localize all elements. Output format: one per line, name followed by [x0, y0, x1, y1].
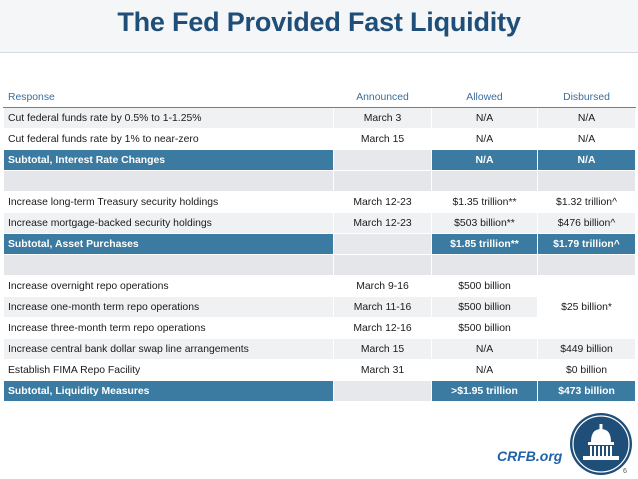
- allowed-cell: $503 billion**: [431, 212, 538, 234]
- subtotal-row: Subtotal, Asset Purchases $1.85 trillion…: [3, 233, 636, 255]
- allowed-cell: N/A: [431, 359, 538, 381]
- announced-cell: [333, 380, 432, 402]
- allowed-cell: N/A: [431, 107, 538, 129]
- allowed-cell: $500 billion: [431, 317, 538, 339]
- allowed-cell: $1.35 trillion**: [431, 191, 538, 213]
- allowed-cell: N/A: [431, 338, 538, 360]
- table-header-row: Response Announced Allowed Disbursed: [3, 86, 636, 108]
- announced-cell: [333, 233, 432, 255]
- table-row: Cut federal funds rate by 1% to near-zer…: [3, 128, 636, 150]
- disbursed-cell: $1.32 trillion^: [537, 191, 636, 213]
- announced-cell: March 9-16: [333, 275, 432, 297]
- allowed-cell: >$1.95 trillion: [431, 380, 538, 402]
- spacer-row: [3, 254, 636, 276]
- announced-cell: March 12-23: [333, 191, 432, 213]
- capitol-seal-icon: [570, 413, 632, 475]
- announced-cell: March 11-16: [333, 296, 432, 318]
- announced-cell: [333, 149, 432, 171]
- announced-cell: March 15: [333, 128, 432, 150]
- disbursed-cell: $1.79 trillion^: [537, 233, 636, 255]
- crfb-brand-link[interactable]: CRFB.org: [497, 448, 563, 464]
- response-cell: Cut federal funds rate by 0.5% to 1-1.25…: [3, 107, 334, 129]
- response-cell: Cut federal funds rate by 1% to near-zer…: [3, 128, 334, 150]
- disbursed-cell: $476 billion^: [537, 212, 636, 234]
- announced-cell: March 12-16: [333, 317, 432, 339]
- response-cell: Increase mortgage-backed security holdin…: [3, 212, 334, 234]
- announced-cell: March 31: [333, 359, 432, 381]
- response-cell: Increase overnight repo operations: [3, 275, 334, 297]
- response-cell: Increase one-month term repo operations: [3, 296, 334, 318]
- announced-cell: March 15: [333, 338, 432, 360]
- header-announced: Announced: [333, 86, 432, 108]
- slide-title: The Fed Provided Fast Liquidity: [117, 7, 521, 37]
- header-disbursed: Disbursed: [537, 86, 636, 108]
- disbursed-cell: $0 billion: [537, 359, 636, 381]
- table-row: Cut federal funds rate by 0.5% to 1-1.25…: [3, 107, 636, 129]
- disbursed-cell: $473 billion: [537, 380, 636, 402]
- table-row: Increase central bank dollar swap line a…: [3, 338, 636, 360]
- allowed-cell: $500 billion: [431, 296, 538, 318]
- disbursed-cell: N/A: [537, 149, 636, 171]
- subtotal-label: Subtotal, Asset Purchases: [3, 233, 334, 255]
- header-response: Response: [3, 86, 334, 108]
- response-cell: Increase central bank dollar swap line a…: [3, 338, 334, 360]
- response-cell: Increase long-term Treasury security hol…: [3, 191, 334, 213]
- table-row: Establish FIMA Repo Facility March 31 N/…: [3, 359, 636, 381]
- spacer-row: [3, 170, 636, 192]
- subtotal-label: Subtotal, Interest Rate Changes: [3, 149, 334, 171]
- table-row: Increase three-month term repo operation…: [3, 317, 636, 339]
- repo-disbursed-merged-cell: $25 billion*: [537, 275, 636, 339]
- disbursed-cell: N/A: [537, 107, 636, 129]
- header-allowed: Allowed: [431, 86, 538, 108]
- subtotal-label: Subtotal, Liquidity Measures: [3, 380, 334, 402]
- disbursed-cell: $449 billion: [537, 338, 636, 360]
- table-row: Increase long-term Treasury security hol…: [3, 191, 636, 213]
- announced-cell: March 12-23: [333, 212, 432, 234]
- page-number: 6: [623, 468, 627, 475]
- allowed-cell: N/A: [431, 149, 538, 171]
- subtotal-row: Subtotal, Liquidity Measures >$1.95 tril…: [3, 380, 636, 402]
- liquidity-table: Response Announced Allowed Disbursed Cut…: [3, 86, 636, 402]
- table-row: Increase overnight repo operations March…: [3, 275, 636, 339]
- announced-cell: March 3: [333, 107, 432, 129]
- table-row: Increase mortgage-backed security holdin…: [3, 212, 636, 234]
- table-row: Increase one-month term repo operations …: [3, 296, 636, 318]
- title-band: [0, 0, 638, 52]
- response-cell: Establish FIMA Repo Facility: [3, 359, 334, 381]
- allowed-cell: $500 billion: [431, 275, 538, 297]
- allowed-cell: N/A: [431, 128, 538, 150]
- title-divider: [0, 52, 638, 53]
- response-cell: Increase three-month term repo operation…: [3, 317, 334, 339]
- allowed-cell: $1.85 trillion**: [431, 233, 538, 255]
- subtotal-row: Subtotal, Interest Rate Changes N/A N/A: [3, 149, 636, 171]
- disbursed-cell: N/A: [537, 128, 636, 150]
